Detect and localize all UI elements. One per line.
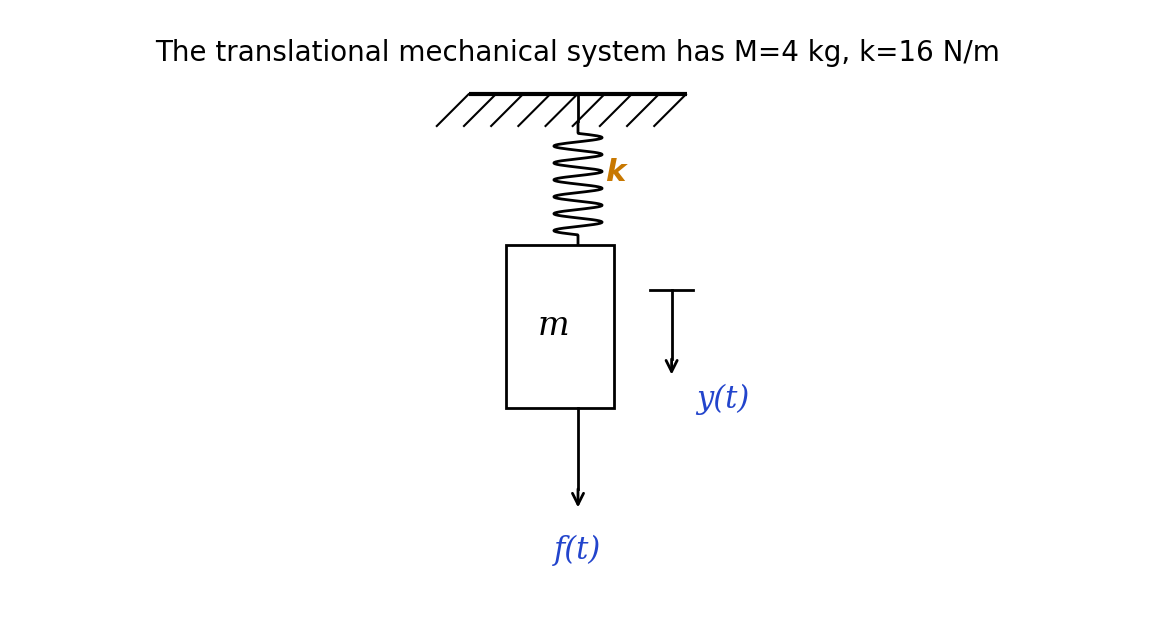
Text: m: m — [538, 310, 570, 342]
FancyBboxPatch shape — [505, 245, 614, 408]
Text: k: k — [606, 157, 625, 186]
Text: y(t): y(t) — [696, 384, 749, 415]
Text: f(t): f(t) — [555, 534, 601, 566]
Text: The translational mechanical system has M=4 kg, k=16 N/m: The translational mechanical system has … — [156, 39, 1000, 67]
